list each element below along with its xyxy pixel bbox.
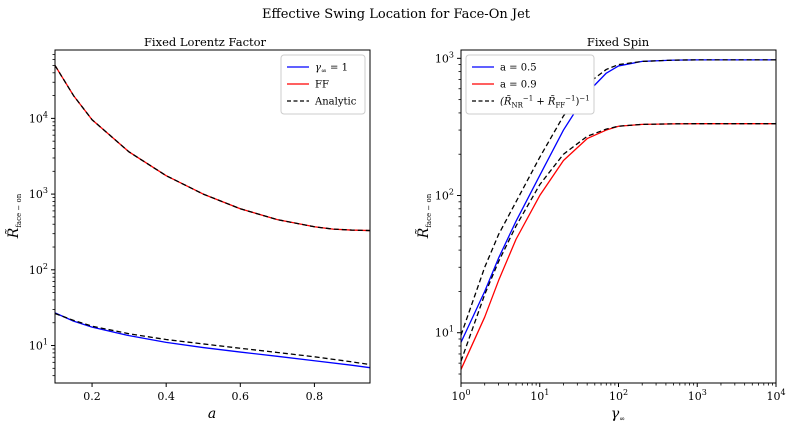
series-group: [54, 65, 371, 369]
panel-fixed-spin: Fixed Spin 100 101 102 103 104 101 102 103 a = …: [414, 35, 785, 423]
x-axis-label: γ∞: [611, 406, 625, 423]
plot-frame: [460, 49, 777, 384]
y-axis-label-sub: face − on: [15, 193, 23, 227]
y-axis-label-main: R̃: [414, 227, 432, 239]
x-tick-label: 0.8: [306, 390, 324, 403]
x-tick-label: 103: [688, 388, 707, 403]
plot-frame: [54, 49, 371, 384]
y-tick-label: 101: [29, 338, 48, 353]
series-line: [460, 123, 776, 362]
y-axis-label-sub: face − on: [425, 193, 433, 227]
panel-title: Fixed Lorentz Factor: [144, 35, 267, 49]
legend-box: [465, 54, 595, 115]
x-tick-label: 100: [451, 388, 470, 403]
x-tick-label: 101: [530, 388, 549, 403]
x-axis-label-main: γ: [611, 406, 620, 422]
x-axis-label-sub: ∞: [619, 415, 625, 423]
x-tick-label: 0.6: [232, 390, 250, 403]
y-axis-label: R̃face − on: [4, 193, 23, 239]
legend-label: (R̃NR−1 + R̃FF−1)−1: [500, 95, 590, 110]
y-tick-label: 104: [29, 110, 48, 125]
series-line: [54, 65, 371, 232]
legend-label: Analytic: [314, 97, 357, 108]
figure-title: Effective Swing Location for Face-On Jet: [262, 7, 531, 22]
y-axis-label: R̃face − on: [414, 193, 433, 239]
svg-text:γ∞: γ∞: [611, 406, 625, 423]
legend-box: [280, 54, 366, 115]
x-tick-label: 102: [609, 388, 628, 403]
svg-text:R̃face − on: R̃face − on: [414, 193, 433, 239]
legend: a = 0.5 a = 0.9 (R̃NR−1 + R̃FF−1)−1: [465, 54, 595, 115]
x-tick-label: 104: [766, 388, 785, 403]
x-axis-label: a: [208, 406, 216, 422]
y-tick-label: 101: [435, 325, 454, 340]
svg-text:R̃face − on: R̃face − on: [4, 193, 23, 239]
x-tick-label: 0.4: [157, 390, 175, 403]
legend-label: FF: [315, 80, 329, 91]
x-tick-label: 0.2: [83, 390, 101, 403]
tick-group: 0.2 0.4 0.6 0.8 101 102 103 104: [29, 53, 324, 403]
legend: γ∞ = 1 FF Analytic: [280, 54, 366, 115]
y-tick-label: 102: [29, 262, 48, 277]
panel-fixed-lorentz-factor: Fixed Lorentz Factor 0.2 0.4 0.6 0.8 101 102 1…: [4, 35, 371, 422]
series-line: [54, 312, 371, 369]
legend-label: a = 0.5: [500, 63, 537, 74]
legend-label: γ∞ = 1: [315, 63, 348, 76]
panel-title: Fixed Spin: [587, 35, 650, 49]
y-tick-label: 102: [435, 188, 454, 203]
legend-label: a = 0.9: [500, 80, 537, 91]
series-line: [54, 312, 371, 366]
y-tick-label: 103: [435, 50, 454, 65]
y-tick-label: 103: [29, 186, 48, 201]
y-axis-label-main: R̃: [4, 227, 22, 239]
series-line: [460, 123, 776, 370]
